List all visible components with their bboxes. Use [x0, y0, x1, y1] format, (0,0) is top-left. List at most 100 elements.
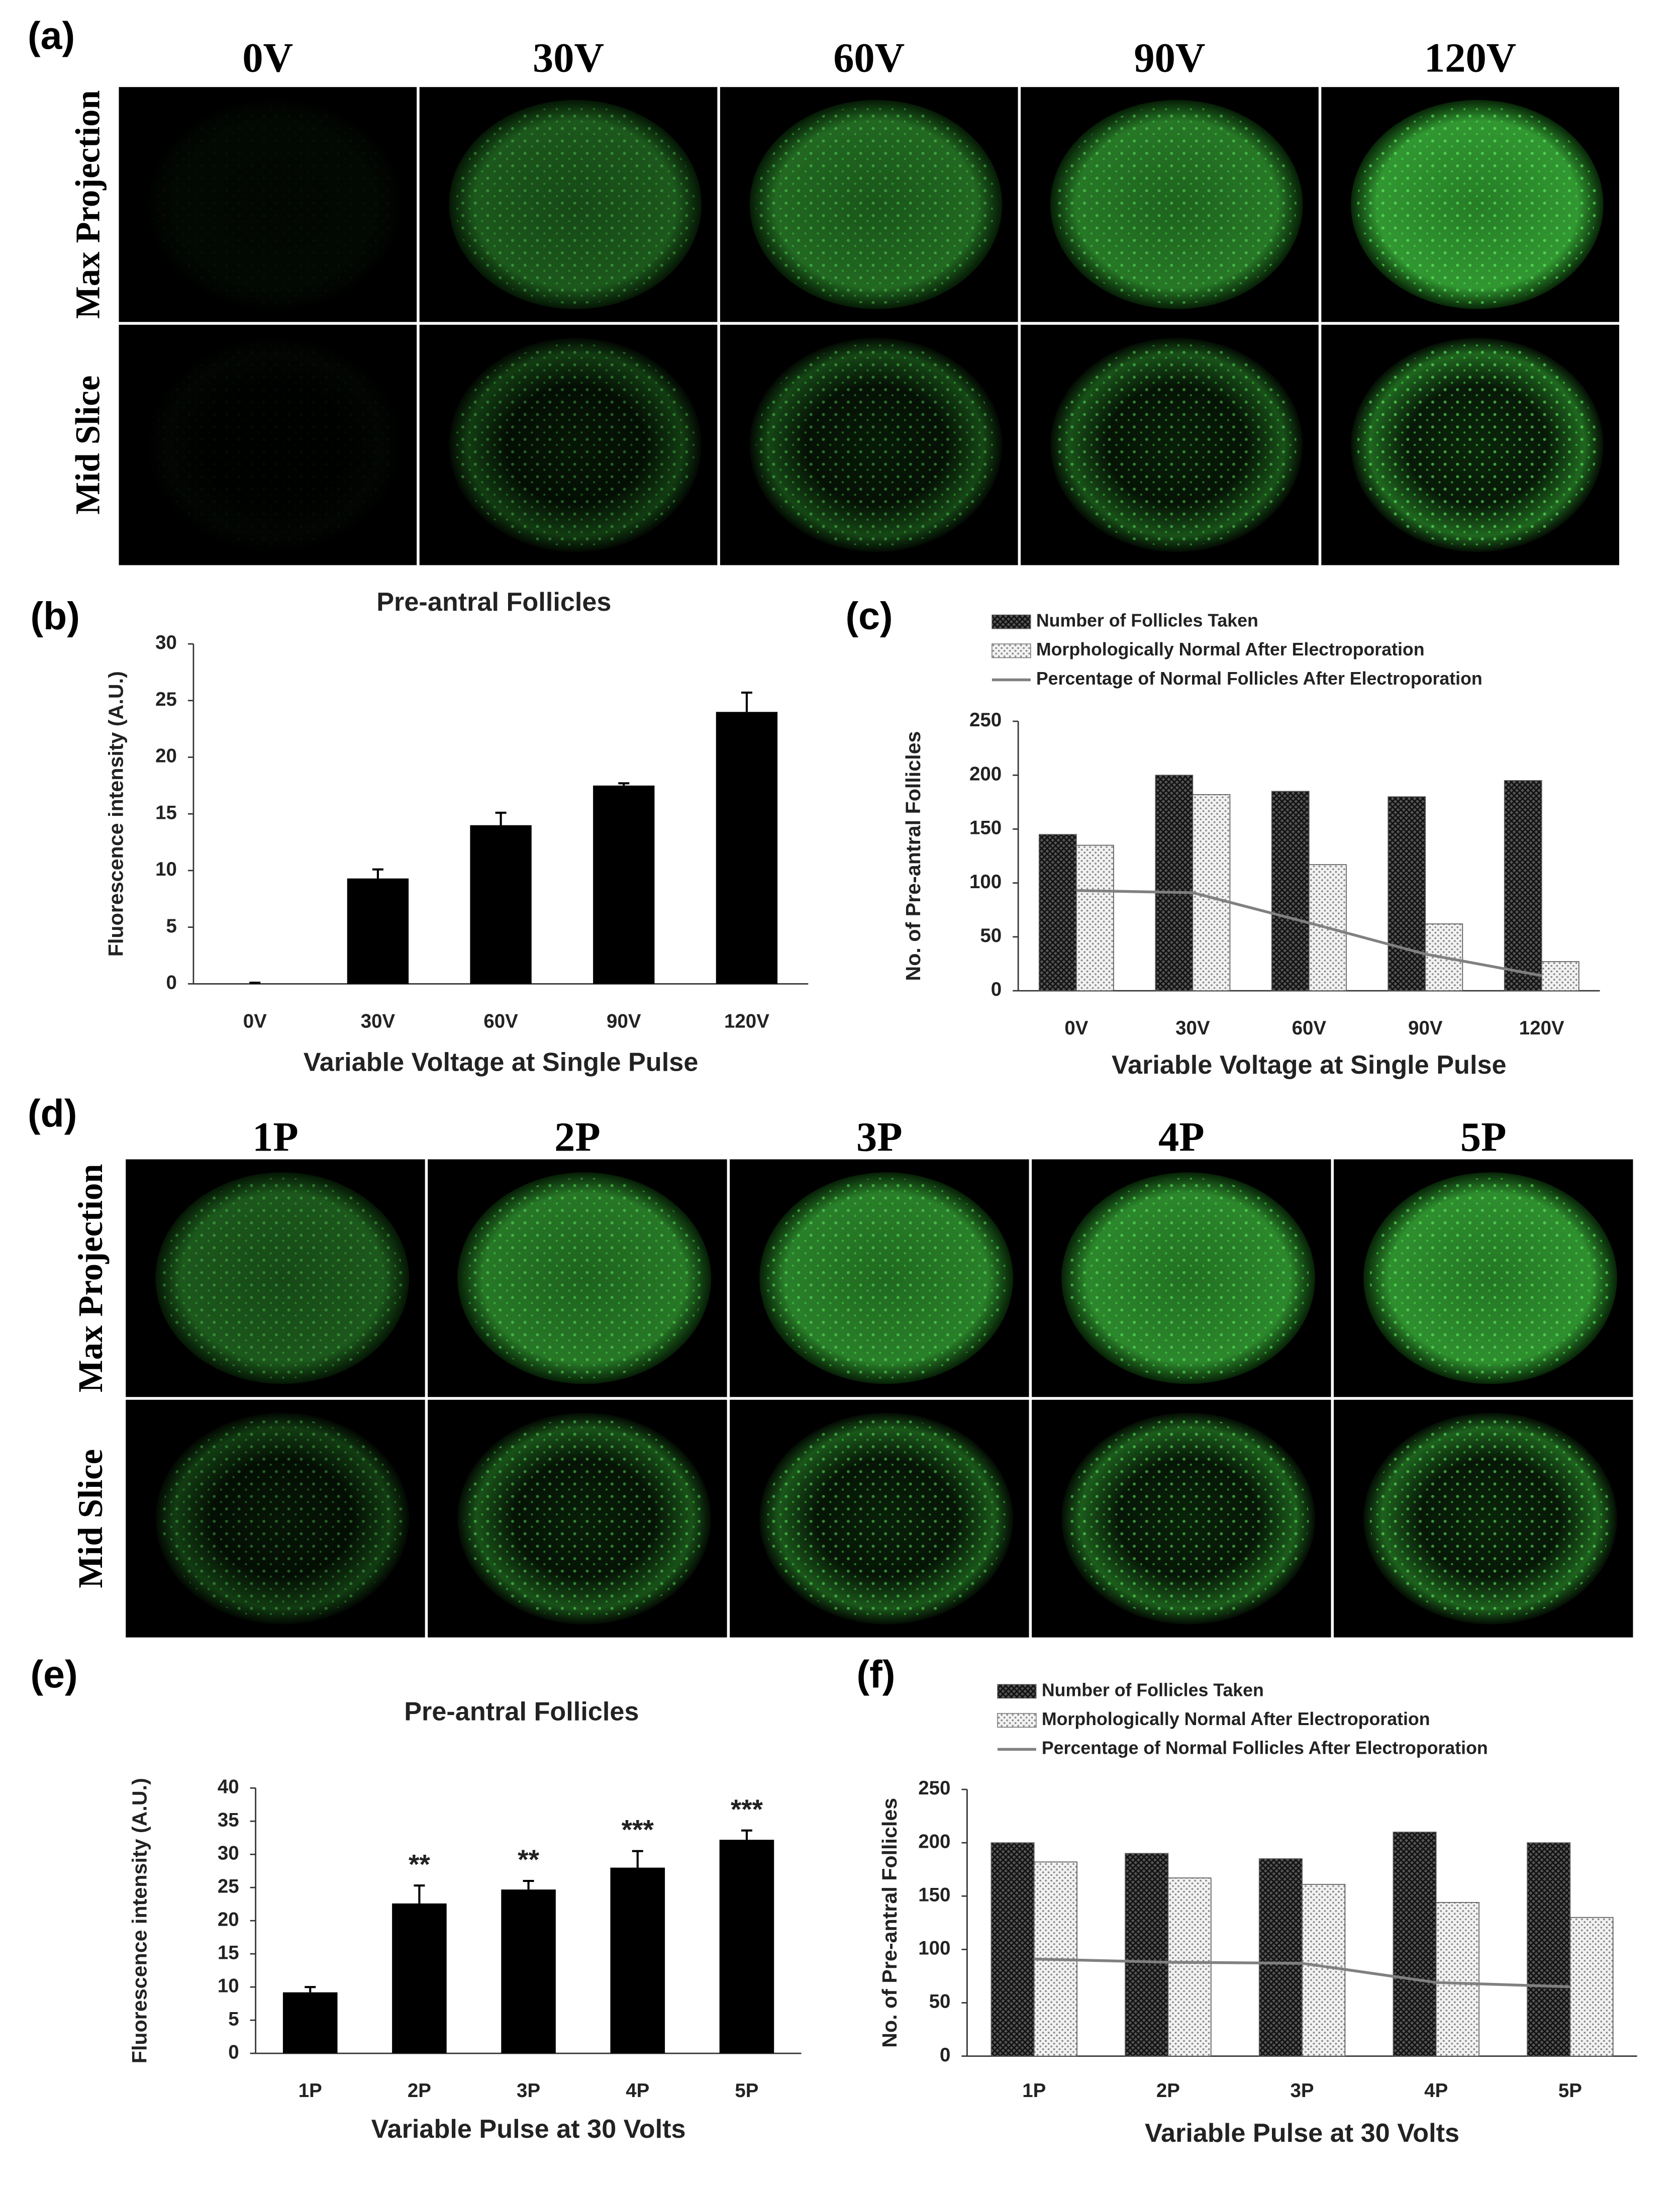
y-tick-label: 50 — [929, 1991, 951, 2013]
x-tick-label: 3P — [1291, 2080, 1314, 2102]
significance-label: ** — [409, 1848, 430, 1879]
x-tick-label: 4P — [1424, 2080, 1448, 2102]
cell — [148, 100, 401, 309]
micrograph — [730, 1159, 1029, 1397]
bar — [1271, 791, 1310, 991]
y-tick-label: 150 — [969, 817, 1002, 839]
cell-specks — [1369, 1418, 1611, 1620]
bar — [1393, 1832, 1437, 2057]
column-header: 3P — [856, 1114, 903, 1160]
column-header: 2P — [554, 1114, 601, 1160]
column-header: 0V — [242, 35, 293, 81]
x-tick-label: 90V — [1408, 1017, 1443, 1039]
column-header: 4P — [1158, 1114, 1205, 1160]
y-tick-label: 100 — [918, 1938, 950, 1959]
error-bar — [414, 1884, 425, 1904]
legend-swatch — [997, 1713, 1037, 1728]
y-tick-label: 30 — [218, 1842, 239, 1864]
y-tick-label: 150 — [918, 1884, 950, 1906]
y-tick-label: 40 — [218, 1776, 239, 1797]
significance-label: ** — [518, 1844, 539, 1875]
row-label: Mid Slice — [68, 375, 107, 515]
legend-label: Percentage of Normal Follicles After Ele… — [1036, 669, 1483, 689]
x-axis-label: Variable Pulse at 30 Volts — [1145, 2119, 1459, 2148]
y-axis-label: No. of Pre-antral Follicles — [902, 731, 925, 981]
x-tick-label: 2P — [408, 2080, 431, 2102]
legend-label: Morphologically Normal After Electropora… — [1042, 1709, 1430, 1729]
column-header: 30V — [533, 35, 604, 81]
bar — [991, 1842, 1035, 2057]
y-tick-label: 250 — [969, 709, 1002, 731]
bar — [347, 878, 409, 984]
micrograph — [1334, 1159, 1633, 1397]
error-bar — [523, 1879, 534, 1890]
column-header: 90V — [1134, 35, 1205, 81]
micrograph — [720, 325, 1018, 565]
y-tick-label: 0 — [228, 2041, 239, 2063]
panel-label: (f) — [856, 1653, 895, 1696]
micrograph — [428, 1159, 727, 1397]
bar — [282, 1992, 338, 2054]
y-tick-label: 5 — [228, 2008, 239, 2030]
cell-specks — [1056, 343, 1297, 547]
legend-swatch — [997, 1684, 1037, 1699]
x-tick-label: 60V — [483, 1010, 518, 1032]
row-label: Max Projection — [68, 90, 107, 319]
y-tick-label: 100 — [969, 871, 1002, 893]
y-tick-label: 20 — [218, 1909, 239, 1930]
y-tick-label: 200 — [969, 763, 1002, 785]
x-tick-label: 1P — [1022, 2080, 1046, 2102]
row-label: Mid Slice — [71, 1449, 110, 1588]
line-series — [1076, 889, 1542, 977]
cell-specks — [1357, 343, 1598, 547]
micrograph — [1334, 1399, 1633, 1638]
micrograph — [1032, 1399, 1331, 1638]
cell-specks — [1357, 105, 1598, 304]
y-tick-label: 10 — [218, 1975, 239, 1997]
bar — [1038, 834, 1077, 991]
x-tick-label: 5P — [735, 2080, 758, 2102]
x-tick-label: 90V — [607, 1010, 641, 1032]
bar — [1435, 1902, 1479, 2057]
y-tick-label: 30 — [155, 632, 177, 653]
cell-specks — [1369, 1177, 1611, 1379]
micrograph-background — [119, 325, 417, 565]
error-bar — [632, 1850, 643, 1868]
y-axis-label: No. of Pre-antral Follicles — [878, 1798, 901, 2048]
chart-title: Pre-antral Follicles — [376, 588, 611, 617]
bar — [719, 1840, 774, 2054]
y-tick-label: 15 — [155, 802, 177, 823]
x-tick-label: 1P — [299, 2080, 322, 2102]
legend-swatch — [992, 643, 1031, 658]
panel-label: (e) — [31, 1653, 78, 1696]
y-axis-label: Fluorescence intensity (A.U.) — [128, 1778, 151, 2063]
y-tick-label: 35 — [218, 1809, 239, 1831]
bar — [470, 825, 532, 984]
micrograph — [730, 1399, 1029, 1638]
cell-specks — [463, 1418, 705, 1620]
micrograph — [119, 87, 417, 322]
y-tick-label: 15 — [218, 1942, 239, 1963]
cell-specks — [765, 1177, 1007, 1379]
bar — [1155, 775, 1194, 991]
legend-label: Morphologically Normal After Electropora… — [1036, 639, 1425, 659]
bar — [716, 712, 778, 984]
bar — [1076, 844, 1114, 991]
bar — [1192, 794, 1231, 991]
chart-title: Pre-antral Follicles — [404, 1697, 639, 1727]
y-tick-label: 250 — [918, 1777, 950, 1799]
column-header: 1P — [252, 1114, 299, 1160]
micrograph — [419, 325, 718, 565]
y-tick-label: 0 — [991, 979, 1002, 1000]
bar — [1167, 1877, 1212, 2057]
micrograph — [1321, 87, 1619, 322]
x-tick-label: 60V — [1292, 1017, 1327, 1039]
bar — [1541, 961, 1579, 991]
cell-specks — [155, 105, 394, 304]
micrograph — [720, 87, 1018, 322]
y-tick-label: 0 — [940, 2044, 950, 2066]
x-axis-label: Variable Voltage at Single Pulse — [1112, 1051, 1507, 1080]
bar — [1388, 796, 1426, 991]
column-header: 120V — [1424, 35, 1516, 81]
x-tick-label: 0V — [243, 1010, 267, 1032]
